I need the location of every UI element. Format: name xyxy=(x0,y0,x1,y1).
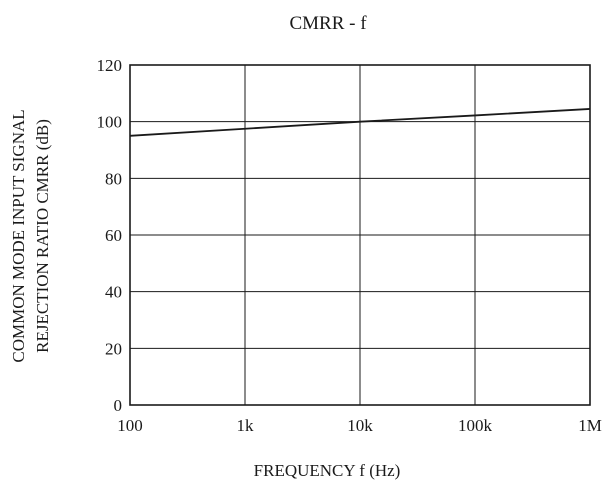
y-tick-label: 40 xyxy=(105,283,122,302)
cmrr-curve xyxy=(129,108,591,137)
grid xyxy=(130,65,590,405)
y-axis-label-line-2: REJECTION RATIO CMRR (dB) xyxy=(33,119,52,353)
y-tick-label: 100 xyxy=(97,113,123,132)
y-tick-label: 60 xyxy=(105,226,122,245)
x-axis-label: FREQUENCY f (Hz) xyxy=(254,461,401,480)
plot-area-frame xyxy=(129,64,591,406)
y-tick-label: 0 xyxy=(114,396,123,415)
y-axis-label: COMMON MODE INPUT SIGNAL REJECTION RATIO… xyxy=(9,109,52,362)
x-tick-label: 10k xyxy=(347,416,373,435)
x-tick-label: 1M xyxy=(578,416,602,435)
y-axis-label-line-1: COMMON MODE INPUT SIGNAL xyxy=(9,109,28,362)
chart-title: CMRR - f xyxy=(289,13,367,34)
x-axis-ticks: 100 1k 10k 100k 1M xyxy=(117,416,602,435)
series-layer xyxy=(129,108,591,137)
y-axis-ticks: 0 20 40 60 80 100 120 xyxy=(97,56,123,415)
x-tick-label: 1k xyxy=(237,416,255,435)
y-tick-label: 20 xyxy=(105,339,122,358)
x-tick-label: 100k xyxy=(458,416,493,435)
x-tick-label: 100 xyxy=(117,416,143,435)
y-tick-label: 120 xyxy=(97,56,123,75)
y-tick-label: 80 xyxy=(105,169,122,188)
